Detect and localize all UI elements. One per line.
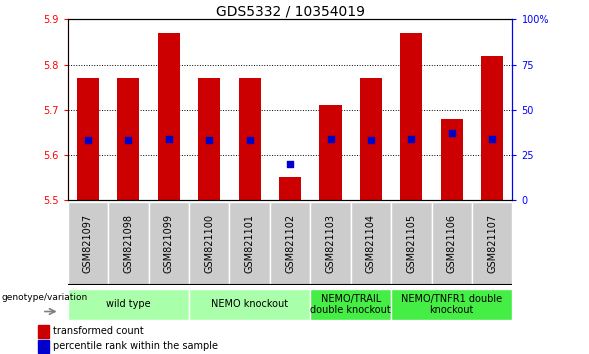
Point [285,161,294,167]
FancyBboxPatch shape [350,202,391,285]
Text: GSM821107: GSM821107 [487,214,497,273]
Text: GSM821100: GSM821100 [204,214,214,273]
Bar [319,105,342,200]
Text: transformed count: transformed count [54,326,144,336]
Bar [360,78,382,200]
FancyBboxPatch shape [68,202,108,285]
Bar [401,33,422,200]
Title: GDS5332 / 10354019: GDS5332 / 10354019 [216,4,365,18]
Bar [279,177,301,200]
Point [488,136,497,142]
FancyBboxPatch shape [270,202,310,285]
Text: NEMO/TRAIL
double knockout: NEMO/TRAIL double knockout [310,293,391,315]
Point [366,138,376,143]
Point [83,138,92,143]
FancyBboxPatch shape [68,289,189,320]
FancyBboxPatch shape [310,202,350,285]
Bar [38,325,49,338]
Text: GSM821097: GSM821097 [83,214,93,273]
Point [204,138,214,143]
FancyBboxPatch shape [391,289,512,320]
Text: NEMO knockout: NEMO knockout [211,299,288,309]
FancyBboxPatch shape [148,202,189,285]
FancyBboxPatch shape [189,202,230,285]
Point [164,136,174,142]
Bar [441,119,463,200]
Text: GSM821099: GSM821099 [164,214,174,273]
Text: NEMO/TNFR1 double
knockout: NEMO/TNFR1 double knockout [401,293,502,315]
Text: genotype/variation: genotype/variation [1,293,88,302]
Text: wild type: wild type [106,299,151,309]
Bar [239,78,261,200]
FancyBboxPatch shape [472,202,512,285]
Bar [38,340,49,353]
FancyBboxPatch shape [391,202,432,285]
Bar [117,78,140,200]
Text: GSM821103: GSM821103 [326,214,336,273]
Text: GSM821105: GSM821105 [406,214,416,273]
Text: GSM821106: GSM821106 [447,214,457,273]
FancyBboxPatch shape [108,202,148,285]
FancyBboxPatch shape [310,289,391,320]
FancyBboxPatch shape [189,289,310,320]
Bar [77,78,99,200]
Text: GSM821101: GSM821101 [244,214,254,273]
Point [326,136,335,142]
Point [124,138,133,143]
FancyBboxPatch shape [432,202,472,285]
Point [245,138,254,143]
Bar [481,56,504,200]
Point [406,136,416,142]
Text: GSM821102: GSM821102 [285,214,295,273]
Text: percentile rank within the sample: percentile rank within the sample [54,342,219,352]
Text: GSM821098: GSM821098 [123,214,133,273]
Point [447,130,456,136]
Bar [158,33,180,200]
FancyBboxPatch shape [230,202,270,285]
Text: GSM821104: GSM821104 [366,214,376,273]
Bar [198,78,220,200]
